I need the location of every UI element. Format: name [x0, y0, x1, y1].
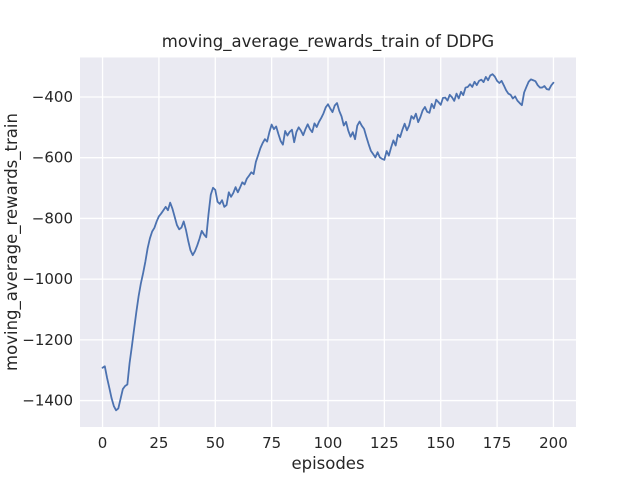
- x-tick-label: 100: [314, 434, 343, 452]
- x-axis-tick-labels: 0 25 50 75 100 125 150 175 200: [98, 434, 568, 452]
- x-tick-label: 50: [206, 434, 225, 452]
- y-tick-label: −400: [32, 88, 73, 106]
- x-tick-label: 0: [98, 434, 108, 452]
- y-tick-label: −600: [32, 149, 73, 167]
- x-tick-label: 25: [149, 434, 168, 452]
- y-axis-label: moving_average_rewards_train: [2, 113, 22, 371]
- gridlines: [80, 57, 576, 427]
- y-axis-tick-labels: −400 −600 −800 −1000 −1200 −1400: [22, 88, 73, 410]
- x-tick-label: 200: [539, 434, 568, 452]
- x-tick-label: 150: [426, 434, 455, 452]
- ddpg-reward-line: [101, 73, 555, 412]
- y-tick-label: −1200: [22, 331, 73, 349]
- chart-title: moving_average_rewards_train of DDPG: [162, 32, 494, 52]
- x-axis-label: episodes: [291, 454, 364, 473]
- y-tick-label: −1000: [22, 270, 73, 288]
- x-tick-label: 125: [370, 434, 399, 452]
- x-tick-label: 175: [483, 434, 512, 452]
- y-tick-label: −800: [32, 209, 73, 227]
- y-tick-label: −1400: [22, 392, 73, 410]
- x-tick-label: 75: [262, 434, 281, 452]
